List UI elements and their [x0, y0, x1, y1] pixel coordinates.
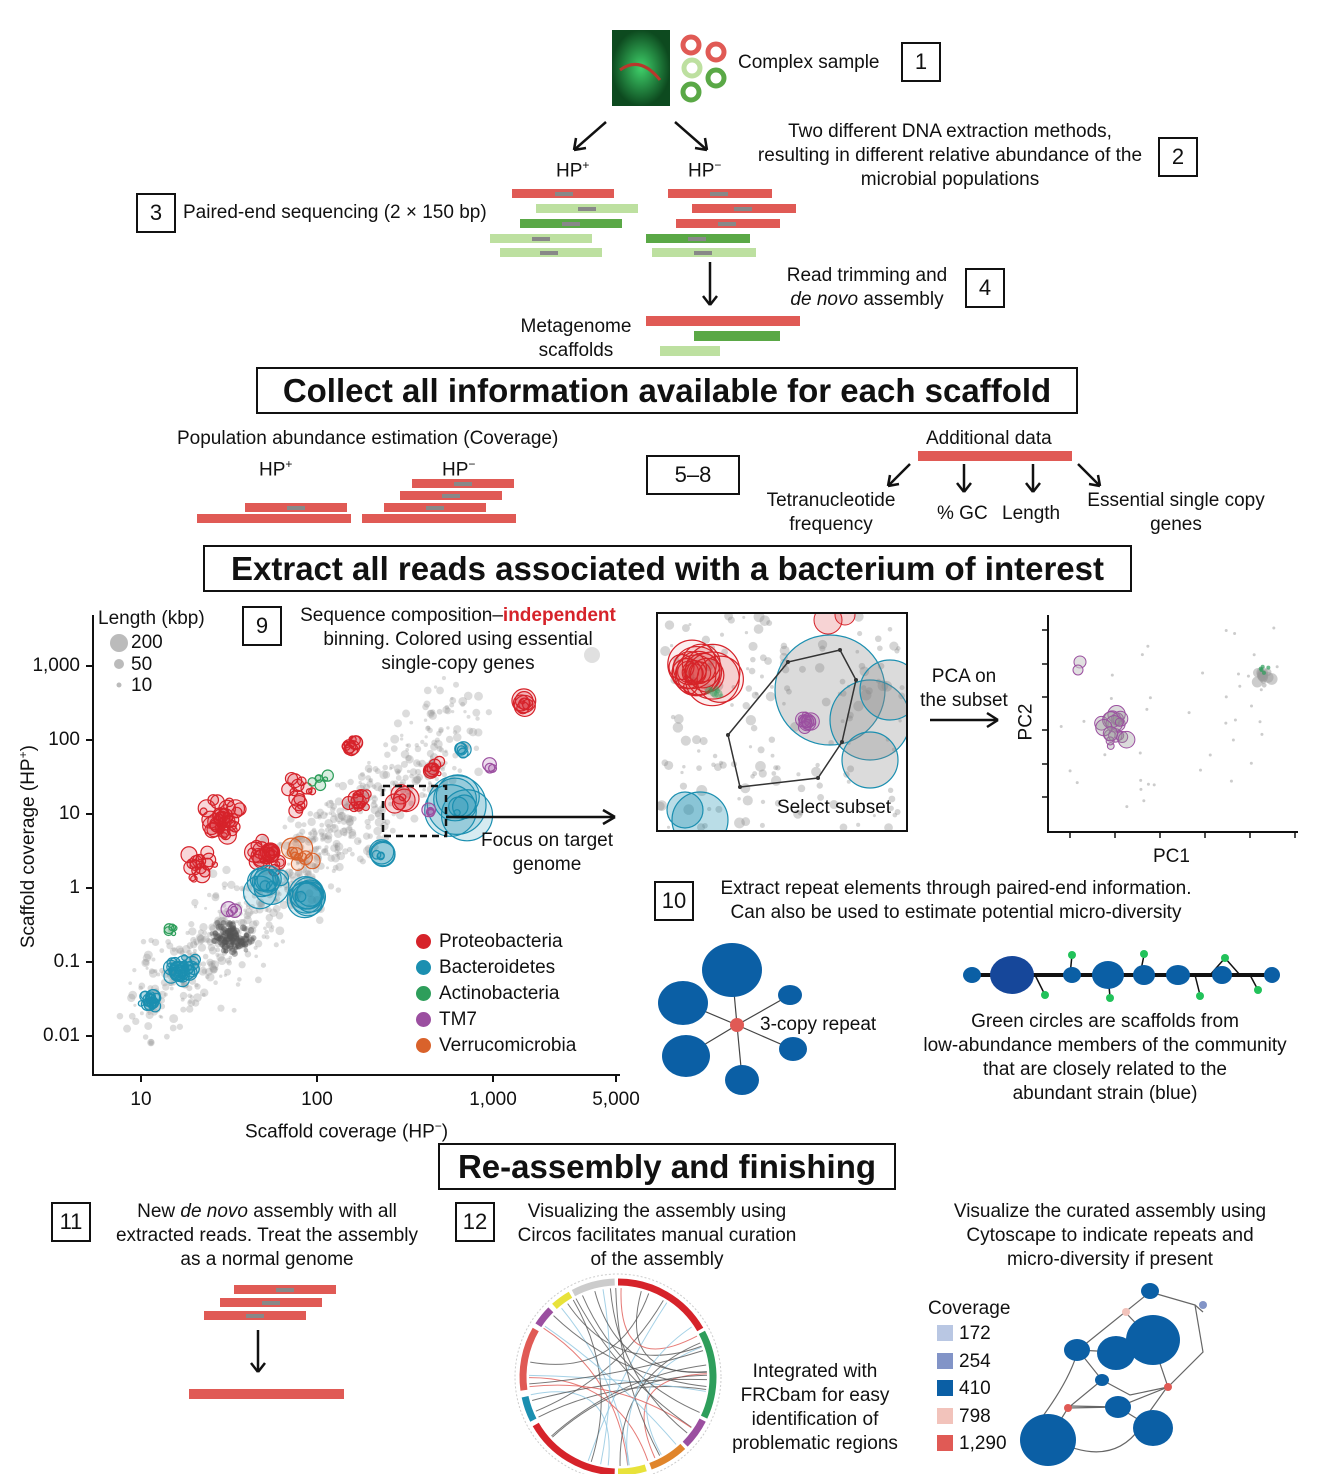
step-4-text: Read trimming and de novo assembly — [786, 265, 948, 310]
x-tick-label: 5,000 — [592, 1089, 640, 1110]
three-copy-repeat-label: 3-copy repeat — [760, 1014, 877, 1035]
scatter-axes — [92, 615, 620, 1076]
coverage-legend-item: 172 — [937, 1320, 1007, 1348]
metagenome-scaffolds-label: Metagenome scaffolds — [520, 316, 632, 361]
pca-subset-label: PCA on the subset — [920, 666, 1008, 711]
coverage-legend-title: Coverage — [928, 1298, 1011, 1319]
x-tick-label: 10 — [130, 1089, 152, 1110]
y-axis-label: Scaffold coverage (HP+) — [15, 745, 40, 949]
phylum-color-dot — [416, 934, 431, 949]
x-tick-label: 1,000 — [469, 1089, 517, 1110]
x-tick-label: 100 — [301, 1089, 333, 1110]
length-label: Length — [1002, 503, 1061, 524]
reads-right — [646, 189, 796, 257]
y-tick-label: 100 — [48, 729, 80, 750]
phylum-color-dot — [416, 1038, 431, 1053]
additional-data-label: Additional data — [926, 428, 1052, 449]
additional-data-bar — [918, 451, 1072, 461]
focus-target-label: Focus on target genome — [480, 830, 614, 875]
step-10-badge: 10 — [654, 881, 694, 921]
length-legend-10: 10 — [131, 675, 153, 696]
step-10-text: Extract repeat elements through paired-e… — [720, 878, 1192, 923]
circos-plot — [514, 1273, 722, 1474]
y-tick-label: 1,000 — [32, 655, 80, 676]
step-11-text: New de novo assembly with all extracted … — [115, 1201, 419, 1270]
frcbam-text: Integrated with FRCbam for easy identifica… — [732, 1361, 898, 1454]
coverage-estimation-title: Population abundance estimation (Coverag… — [177, 428, 559, 449]
pc1-label: PC1 — [1153, 846, 1190, 867]
cytoscape-text: Visualize the curated assembly using Cyto… — [953, 1201, 1267, 1270]
reassembly-reads — [189, 1285, 344, 1399]
phylum-legend-item: Verrucomicrobia — [416, 1033, 576, 1059]
y-tick-label: 0.1 — [53, 951, 80, 972]
coverage-legend: 172 254 410 798 1,290 — [937, 1320, 1007, 1458]
step-3-text: Paired-end sequencing (2 × 150 bp) — [183, 202, 487, 223]
hp-plus-label: HP+ — [556, 158, 590, 182]
green-circles-text: Green circles are scaffolds from low-abun… — [923, 1011, 1287, 1104]
banner-reassembly: Re-assembly and finishing — [438, 1143, 896, 1190]
phylum-legend-item: Bacteroidetes — [416, 955, 576, 981]
y-tick-label: 10 — [58, 803, 80, 824]
coverage-swatch — [937, 1380, 953, 1396]
length-legend-title: Length (kbp) — [98, 608, 205, 629]
coverage-swatch — [937, 1407, 953, 1424]
step-4-badge: 4 — [965, 268, 1005, 308]
step-1-badge: 1 — [901, 42, 941, 82]
banner-collect-information: Collect all information available for ea… — [256, 367, 1078, 414]
coverage-legend-item: 1,290 — [937, 1430, 1007, 1458]
banner-extract-reads: Extract all reads associated with a bact… — [203, 545, 1132, 592]
phylum-legend-item: TM7 — [416, 1007, 576, 1033]
complex-sample-label: Complex sample — [738, 52, 880, 73]
target-selection-box — [381, 784, 448, 838]
step-12-badge: 12 — [455, 1202, 495, 1242]
x-axis-label: Scaffold coverage (HP−) — [245, 1119, 449, 1143]
scaffold-bars — [646, 316, 800, 356]
coverage-swatch — [937, 1352, 953, 1369]
cytoscape-network — [1020, 1283, 1207, 1466]
length-legend-200: 200 — [131, 632, 163, 653]
step-11-badge: 11 — [51, 1202, 91, 1242]
phylum-color-dot — [416, 960, 431, 975]
coverage-swatch — [937, 1435, 953, 1451]
phylum-legend-item: Actinobacteria — [416, 981, 576, 1007]
step-2-badge: 2 — [1158, 137, 1198, 177]
step-5-8-badge: 5–8 — [646, 455, 740, 495]
linear-scaffold-graph — [963, 950, 1280, 1002]
coverage-reads — [197, 479, 516, 523]
subset-polygon — [727, 649, 857, 788]
y-tick-label: 1 — [69, 877, 80, 898]
length-legend-50: 50 — [131, 654, 153, 675]
coverage-hp-plus: HP+ — [259, 457, 293, 481]
coverage-legend-item: 410 — [937, 1375, 1007, 1403]
coverage-swatch — [937, 1325, 953, 1341]
phylum-legend: Proteobacteria Bacteroidetes Actinobacteri… — [416, 929, 576, 1059]
step-2-text: Two different DNA extraction methods, res… — [757, 121, 1143, 190]
step-9-text: Sequence composition–independent binning… — [300, 605, 616, 674]
tetranucleotide-label: Tetranucleotide frequency — [766, 490, 896, 535]
cell-rings-icon — [680, 34, 727, 103]
zoom-panel-frame — [656, 612, 908, 832]
reads-left — [490, 189, 638, 257]
pc2-label: PC2 — [1015, 703, 1037, 741]
step-3-badge: 3 — [136, 193, 176, 233]
phylum-legend-item: Proteobacteria — [416, 929, 576, 955]
coverage-legend-item: 798 — [937, 1403, 1007, 1431]
phylum-color-dot — [416, 1012, 431, 1027]
y-tick-label: 0.01 — [43, 1025, 80, 1046]
pca-axes — [1047, 615, 1298, 833]
phylum-color-dot — [416, 986, 431, 1001]
select-subset-label: Select subset — [777, 797, 892, 818]
gc-label: % GC — [937, 503, 988, 524]
step-9-badge: 9 — [242, 606, 282, 646]
coverage-legend-item: 254 — [937, 1348, 1007, 1376]
coverage-hp-minus: HP− — [442, 457, 476, 481]
step-12-text: Visualizing the assembly using Circos fac… — [517, 1201, 797, 1270]
hp-minus-label: HP− — [688, 158, 722, 182]
essential-genes-label: Essential single copy genes — [1087, 490, 1265, 535]
